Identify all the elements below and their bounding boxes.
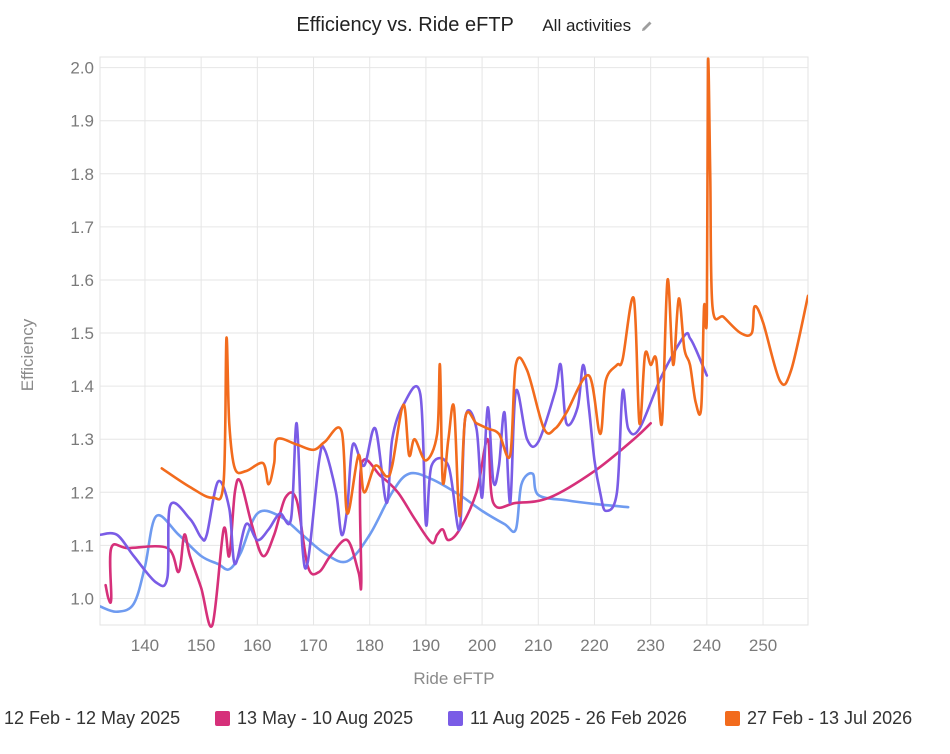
legend-item-series-1[interactable]: 12 Feb - 12 May 2025 xyxy=(4,708,180,729)
legend-label: 13 May - 10 Aug 2025 xyxy=(237,708,414,728)
x-tick-label: 140 xyxy=(131,636,159,655)
x-tick-label: 250 xyxy=(749,636,777,655)
x-tick-label: 190 xyxy=(412,636,440,655)
legend-item-series-4[interactable]: 27 Feb - 13 Jul 2026 xyxy=(725,708,912,729)
y-tick-label: 1.3 xyxy=(70,430,94,449)
series-line-1 xyxy=(100,471,630,614)
y-tick-label: 1.9 xyxy=(70,112,94,131)
chart-title: Efficiency vs. Ride eFTP xyxy=(296,14,514,36)
legend-item-series-2[interactable]: 13 May - 10 Aug 2025 xyxy=(215,708,413,729)
y-axis-label: Efficiency xyxy=(18,318,37,391)
y-tick-label: 1.2 xyxy=(70,483,94,502)
legend-swatch xyxy=(215,711,230,726)
y-tick-label: 2.0 xyxy=(70,59,94,78)
y-tick-label: 1.4 xyxy=(70,377,94,396)
y-tick-label: 1.0 xyxy=(70,589,94,608)
y-tick-label: 1.5 xyxy=(70,324,94,343)
x-tick-label: 220 xyxy=(580,636,608,655)
x-tick-label: 230 xyxy=(636,636,664,655)
legend-label: 12 Feb - 12 May 2025 xyxy=(4,708,181,728)
y-tick-label: 1.1 xyxy=(70,536,94,555)
legend-label: 27 Feb - 13 Jul 2026 xyxy=(747,708,913,728)
series-line-4 xyxy=(160,57,808,518)
x-tick-label: 240 xyxy=(693,636,721,655)
legend-swatch xyxy=(448,711,463,726)
x-tick-label: 180 xyxy=(356,636,384,655)
y-tick-label: 1.6 xyxy=(70,271,94,290)
activity-filter[interactable]: All activities xyxy=(542,16,632,35)
x-tick-label: 150 xyxy=(187,636,215,655)
chart-header: Efficiency vs. Ride eFTP All activities xyxy=(0,14,950,38)
x-axis-label: Ride eFTP xyxy=(413,669,494,688)
plot-area xyxy=(99,56,809,626)
chart-legend: 12 Feb - 12 May 2025 13 May - 10 Aug 202… xyxy=(0,708,950,736)
series-line-2 xyxy=(104,421,652,628)
pencil-icon[interactable] xyxy=(640,19,654,38)
series-line-3 xyxy=(100,331,709,588)
x-tick-label: 170 xyxy=(299,636,327,655)
legend-item-series-3[interactable]: 11 Aug 2025 - 26 Feb 2026 xyxy=(448,708,687,729)
x-tick-label: 200 xyxy=(468,636,496,655)
legend-label: 11 Aug 2025 - 26 Feb 2026 xyxy=(470,708,687,728)
legend-swatch xyxy=(725,711,740,726)
y-tick-label: 1.8 xyxy=(70,165,94,184)
y-tick-label: 1.7 xyxy=(70,218,94,237)
x-tick-label: 160 xyxy=(243,636,271,655)
x-tick-label: 210 xyxy=(524,636,552,655)
